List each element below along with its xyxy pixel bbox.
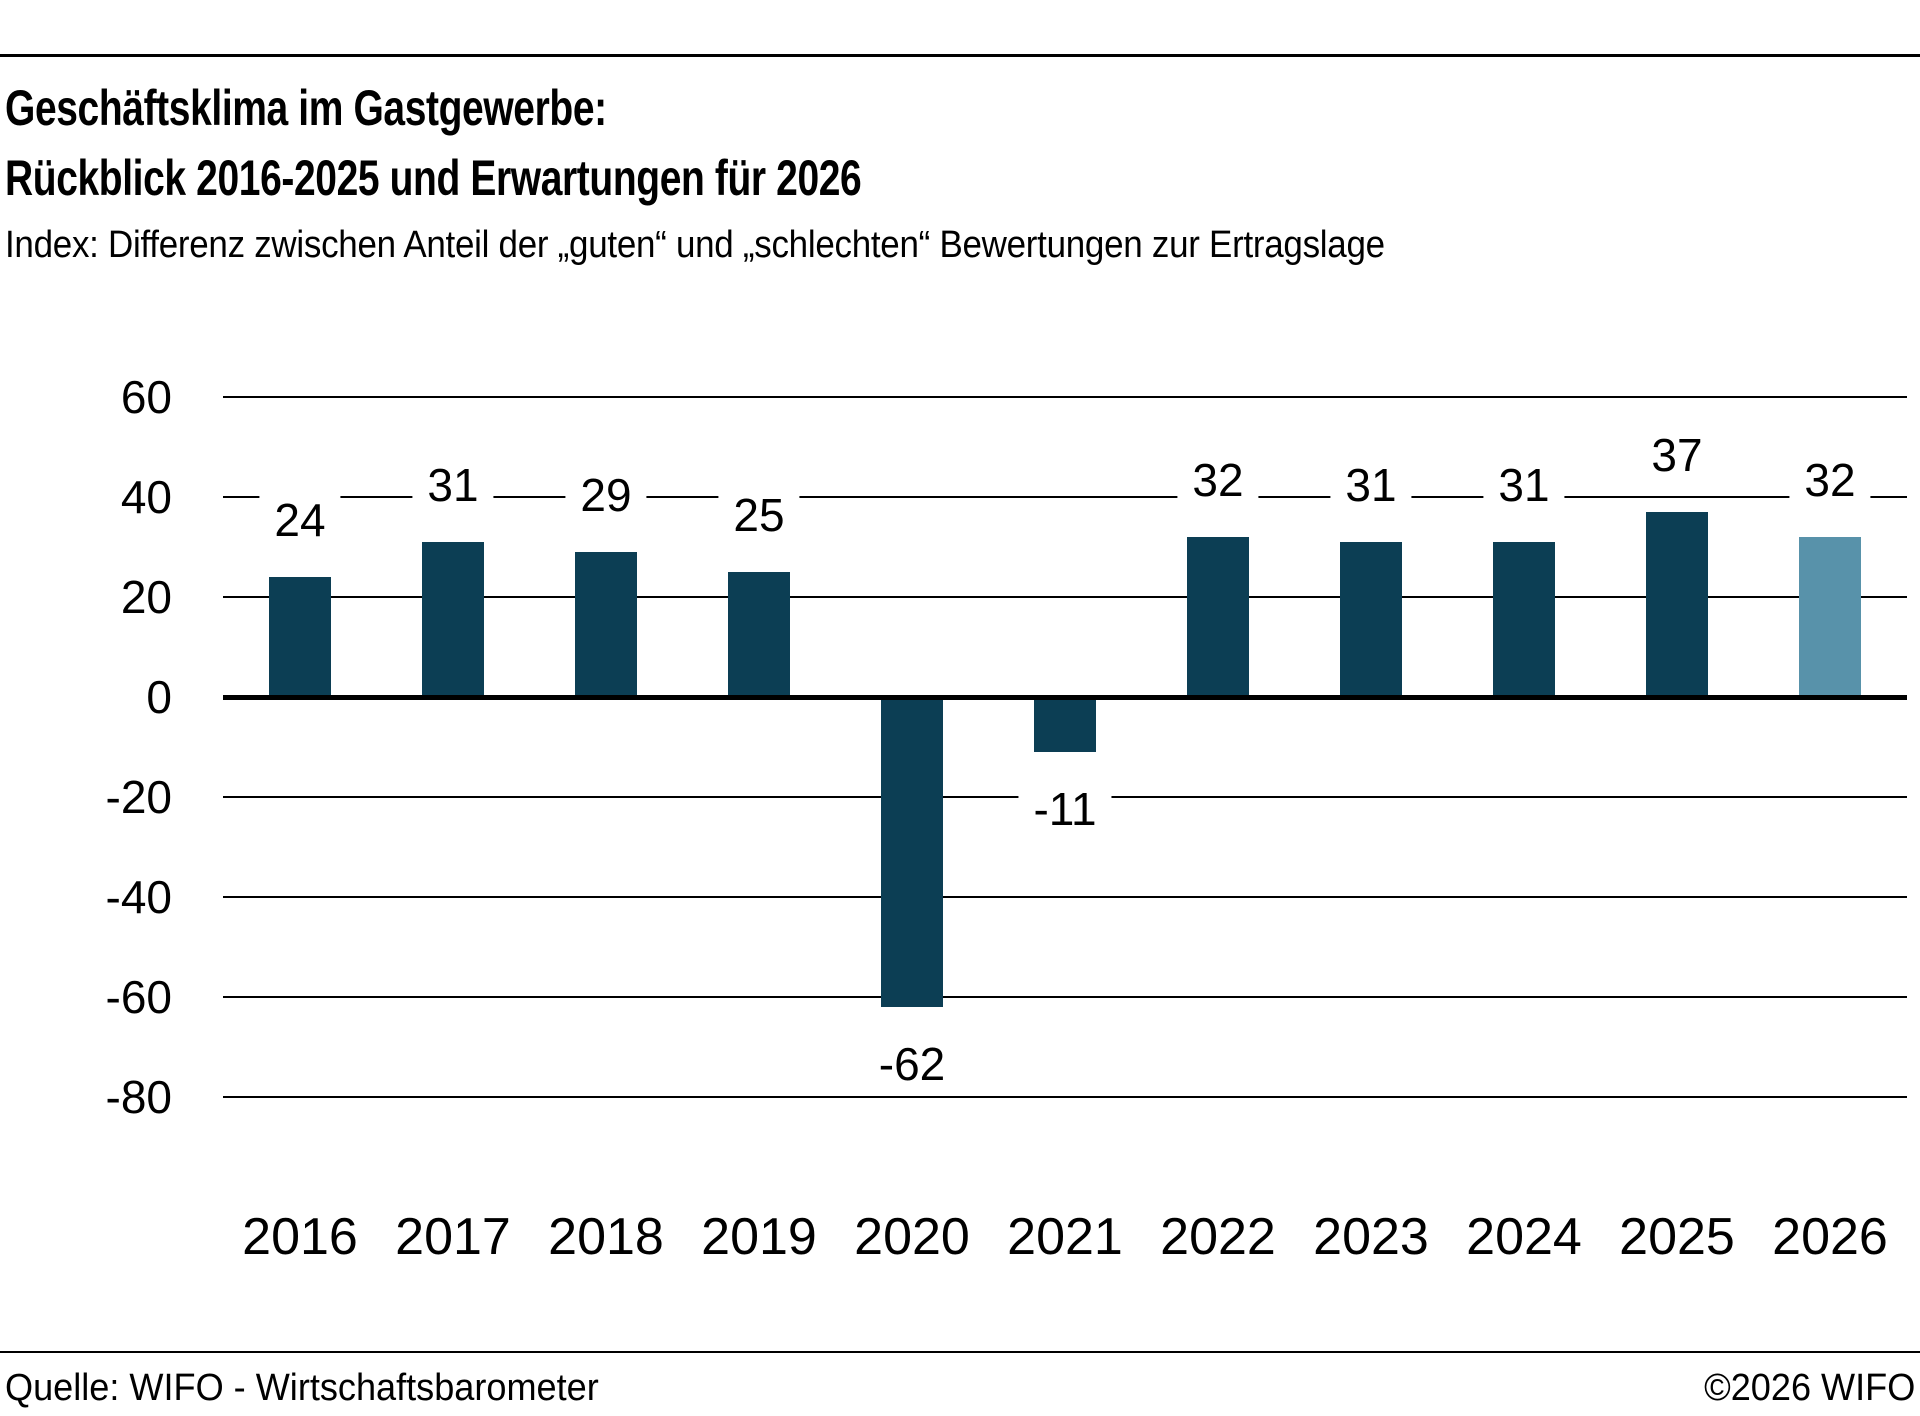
value-label-2021: -11 [1018, 780, 1112, 838]
x-axis-tick-label: 2022 [1160, 1208, 1276, 1266]
gridline-60 [223, 396, 1907, 398]
value-label-2023: 31 [1330, 456, 1412, 514]
x-axis-zero-line [223, 695, 1907, 700]
gridline-40 [223, 496, 1907, 498]
y-axis-tick-label: 0 [146, 671, 172, 723]
x-axis-tick-label: 2018 [548, 1208, 664, 1266]
value-label-2026: 32 [1789, 451, 1871, 509]
gridline--40 [223, 896, 1907, 898]
x-axis-tick-label: 2020 [854, 1208, 970, 1266]
y-axis-tick-label: -20 [105, 771, 172, 823]
top-divider-rule [0, 54, 1920, 57]
bar-2017 [422, 542, 484, 697]
value-label-2019: 25 [718, 486, 800, 544]
y-axis-tick-label: -60 [105, 971, 172, 1023]
value-label-2025: 37 [1636, 426, 1718, 484]
value-label-2024: 31 [1483, 456, 1565, 514]
gridline-20 [223, 596, 1907, 598]
bar-2016 [269, 577, 331, 697]
x-axis-tick-label: 2023 [1313, 1208, 1429, 1266]
chart-title-line2: Rückblick 2016-2025 und Erwartungen für … [5, 150, 862, 206]
value-label-2020: -62 [863, 1035, 961, 1093]
y-axis-tick-label: -80 [105, 1071, 172, 1123]
bar-2020 [881, 697, 943, 1007]
bar-2022 [1187, 537, 1249, 697]
gridline--80 [223, 1096, 1907, 1098]
chart-title-line1: Geschäftsklima im Gastgewerbe: [5, 80, 607, 136]
bar-2021 [1034, 697, 1096, 752]
y-axis-tick-label: 60 [120, 371, 172, 423]
y-axis-tick-label: -40 [105, 871, 172, 923]
x-axis-tick-label: 2019 [701, 1208, 817, 1266]
x-axis-tick-label: 2016 [242, 1208, 358, 1266]
x-axis-tick-label: 2026 [1772, 1208, 1888, 1266]
bar-2026 [1799, 537, 1861, 697]
copyright-caption: ©2026 WIFO [1703, 1367, 1915, 1409]
bar-2018 [575, 552, 637, 697]
x-axis-tick-label: 2024 [1466, 1208, 1582, 1266]
source-caption: Quelle: WIFO - Wirtschaftsbarometer [5, 1367, 599, 1409]
value-label-2017: 31 [412, 456, 494, 514]
gridline--60 [223, 996, 1907, 998]
x-axis-tick-label: 2021 [1007, 1208, 1123, 1266]
value-label-2016: 24 [259, 491, 341, 549]
y-axis-tick-label: 40 [120, 471, 172, 523]
x-axis-tick-label: 2025 [1619, 1208, 1735, 1266]
bar-2023 [1340, 542, 1402, 697]
bar-2024 [1493, 542, 1555, 697]
footer-divider-rule [0, 1351, 1920, 1353]
bar-2025 [1646, 512, 1708, 697]
chart-subtitle: Index: Differenz zwischen Anteil der „gu… [5, 224, 1385, 266]
y-axis-tick-label: 20 [120, 571, 172, 623]
x-axis-tick-label: 2017 [395, 1208, 511, 1266]
value-label-2022: 32 [1177, 451, 1259, 509]
value-label-2018: 29 [565, 466, 647, 524]
bar-2019 [728, 572, 790, 697]
